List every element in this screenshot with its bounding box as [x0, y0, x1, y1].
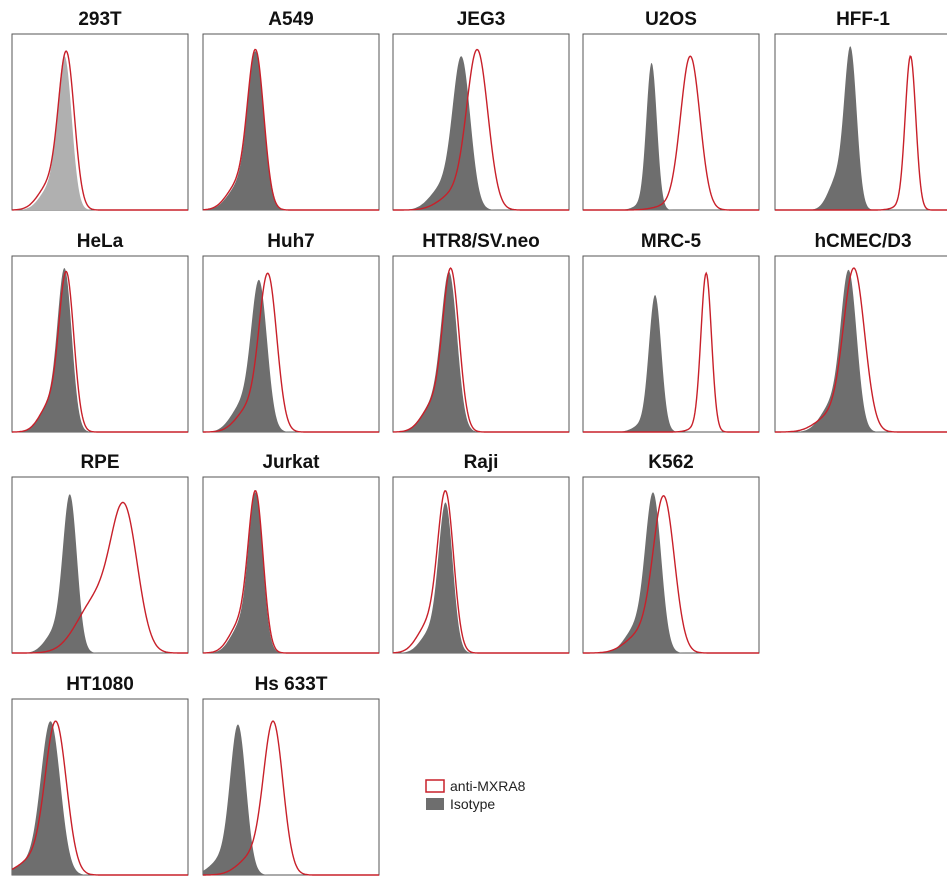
panel-frame — [202, 255, 380, 433]
histogram-panel: U2OS — [582, 9, 760, 211]
legend-label-antibody: anti-MXRA8 — [450, 778, 526, 794]
isotype-histogram — [775, 46, 947, 210]
panel-frame — [582, 255, 760, 433]
isotype-histogram — [12, 56, 188, 211]
panel-frame — [202, 33, 380, 211]
isotype-histogram — [393, 271, 569, 432]
antibody-histogram — [203, 490, 379, 654]
panel-title: U2OS — [645, 9, 697, 30]
panel-title: HTR8/SV.neo — [422, 231, 540, 252]
histogram-panel: Jurkat — [202, 452, 380, 654]
histogram-panel: JEG3 — [392, 9, 570, 211]
isotype-histogram — [393, 502, 569, 653]
antibody-histogram — [775, 55, 947, 211]
histogram-panel: HT1080 — [11, 674, 189, 876]
antibody-histogram — [393, 489, 569, 654]
panel-frame — [202, 476, 380, 654]
histogram-panel: MRC-5 — [582, 231, 760, 433]
panel-title: K562 — [648, 452, 693, 473]
antibody-histogram — [583, 55, 759, 211]
panel-frame — [392, 476, 570, 654]
isotype-histogram — [12, 268, 188, 432]
legend-label-isotype: Isotype — [450, 796, 495, 812]
isotype-histogram — [203, 51, 379, 211]
panel-title: HFF-1 — [836, 9, 890, 30]
panel-title: MRC-5 — [641, 231, 702, 252]
antibody-histogram — [12, 50, 188, 211]
panel-title: Hs 633T — [255, 674, 328, 695]
panel-title: 293T — [78, 9, 122, 30]
antibody-histogram — [12, 270, 188, 433]
histogram-panel: Raji — [392, 452, 570, 654]
panel-title: HT1080 — [66, 674, 134, 695]
panel-title: Jurkat — [262, 452, 320, 473]
antibody-histogram — [583, 271, 759, 433]
panel-frame — [582, 33, 760, 211]
panel-frame — [582, 476, 760, 654]
histogram-panel: Huh7 — [202, 231, 380, 433]
panel-frame — [11, 255, 189, 433]
histogram-panel: HFF-1 — [774, 9, 947, 211]
isotype-histogram — [203, 279, 379, 432]
isotype-histogram — [12, 721, 188, 875]
histogram-panel: HeLa — [11, 231, 189, 433]
panel-title: Raji — [464, 452, 499, 473]
antibody-histogram — [393, 48, 569, 211]
panel-title: hCMEC/D3 — [814, 231, 911, 252]
histogram-panel: RPE — [11, 452, 189, 654]
isotype-histogram — [203, 492, 379, 653]
antibody-histogram — [775, 267, 947, 433]
antibody-histogram — [203, 272, 379, 433]
antibody-histogram — [11, 720, 188, 876]
panel-title: Huh7 — [267, 231, 315, 252]
panel-title: JEG3 — [457, 9, 506, 30]
histogram-panels: 293T A549 JEG3 U2OS HFF-1 HeLa Huh7 HTR8/SV.neo… — [11, 9, 947, 876]
legend-swatch-antibody — [425, 779, 445, 793]
histogram-panel: 293T — [11, 9, 189, 211]
isotype-histogram — [12, 494, 188, 653]
panel-frame — [11, 476, 189, 654]
panel-frame — [11, 33, 189, 211]
antibody-histogram — [583, 495, 759, 654]
panel-title: HeLa — [77, 231, 124, 252]
antibody-histogram — [12, 501, 188, 654]
isotype-histogram — [203, 724, 379, 875]
histogram-panel: HTR8/SV.neo — [392, 231, 570, 433]
antibody-histogram — [392, 267, 569, 433]
histogram-panel: Hs 633T — [202, 674, 380, 876]
panel-title: RPE — [80, 452, 119, 473]
legend: anti-MXRA8 Isotype — [425, 778, 526, 812]
legend-swatch-isotype — [426, 798, 444, 810]
panel-frame — [392, 255, 570, 433]
antibody-histogram — [203, 720, 379, 876]
antibody-histogram — [202, 48, 379, 211]
panel-title: A549 — [268, 9, 313, 30]
histogram-panel: K562 — [582, 452, 760, 654]
isotype-histogram — [775, 269, 947, 432]
histogram-panel: A549 — [202, 9, 380, 211]
histogram-panel: hCMEC/D3 — [774, 231, 947, 433]
